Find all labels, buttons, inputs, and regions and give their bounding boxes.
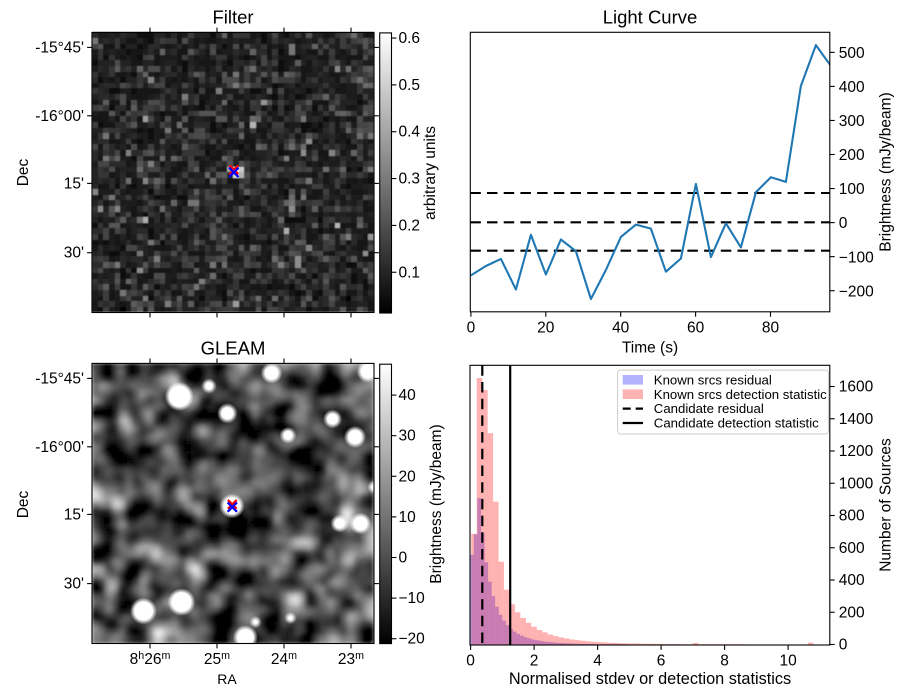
svg-text:1200: 1200 <box>839 443 874 460</box>
svg-text:800: 800 <box>839 508 865 525</box>
svg-text:4: 4 <box>593 653 602 670</box>
svg-text:6: 6 <box>657 653 666 670</box>
svg-text:−10: −10 <box>399 590 426 607</box>
svg-text:−200: −200 <box>839 283 874 300</box>
svg-text:10: 10 <box>779 653 797 670</box>
svg-text:500: 500 <box>839 45 865 62</box>
svg-text:-16°00': -16°00' <box>35 108 84 125</box>
svg-text:Brightness (mJy/beam): Brightness (mJy/beam) <box>878 92 895 251</box>
svg-text:2: 2 <box>530 653 539 670</box>
svg-text:Normalised stdev or detection: Normalised stdev or detection statistics <box>509 670 791 688</box>
svg-text:GLEAM: GLEAM <box>201 338 266 359</box>
svg-text:0.1: 0.1 <box>399 264 421 281</box>
svg-text:300: 300 <box>839 113 865 130</box>
svg-text:15': 15' <box>64 175 84 192</box>
svg-text:-15°45': -15°45' <box>35 39 84 56</box>
svg-text:Light Curve: Light Curve <box>603 7 698 28</box>
svg-text:Number of Sources: Number of Sources <box>878 438 895 572</box>
svg-text:200: 200 <box>839 604 865 621</box>
svg-text:Known srcs detection statistic: Known srcs detection statistic <box>654 387 827 402</box>
svg-text:0.4: 0.4 <box>399 124 421 141</box>
svg-text:Brightness (mJy/beam): Brightness (mJy/beam) <box>428 424 445 583</box>
svg-text:20: 20 <box>537 320 555 337</box>
svg-text:0: 0 <box>467 320 476 337</box>
svg-text:-15°45': -15°45' <box>35 370 84 387</box>
svg-text:200: 200 <box>839 147 865 164</box>
svg-text:arbitrary units: arbitrary units <box>422 126 439 220</box>
svg-text:30': 30' <box>64 245 84 262</box>
svg-text:15': 15' <box>64 506 84 523</box>
svg-text:40: 40 <box>399 387 417 404</box>
svg-text:80: 80 <box>762 320 780 337</box>
svg-text:1000: 1000 <box>839 475 874 492</box>
svg-text:100: 100 <box>839 181 865 198</box>
svg-text:0.6: 0.6 <box>399 30 421 47</box>
svg-text:0: 0 <box>466 653 475 670</box>
svg-text:40: 40 <box>612 320 630 337</box>
svg-text:-16°00': -16°00' <box>35 439 84 456</box>
svg-text:Time (s): Time (s) <box>622 340 678 357</box>
svg-text:20: 20 <box>399 468 417 485</box>
svg-text:0: 0 <box>839 637 848 654</box>
svg-text:1600: 1600 <box>839 379 874 396</box>
svg-text:600: 600 <box>839 540 865 557</box>
svg-text:0: 0 <box>399 550 408 567</box>
svg-text:−100: −100 <box>839 249 874 266</box>
svg-text:400: 400 <box>839 572 865 589</box>
svg-text:Candidate detection statistic: Candidate detection statistic <box>654 416 819 431</box>
svg-text:0.2: 0.2 <box>399 217 421 234</box>
svg-text:1400: 1400 <box>839 411 874 428</box>
svg-text:10: 10 <box>399 509 417 526</box>
svg-text:Known srcs residual: Known srcs residual <box>654 372 772 387</box>
svg-text:400: 400 <box>839 79 865 96</box>
svg-text:−20: −20 <box>399 631 426 648</box>
svg-text:30': 30' <box>64 576 84 593</box>
svg-text:Dec: Dec <box>15 158 32 186</box>
svg-text:0.3: 0.3 <box>399 171 421 188</box>
svg-text:Filter: Filter <box>212 7 253 28</box>
svg-text:60: 60 <box>687 320 705 337</box>
svg-text:Candidate residual: Candidate residual <box>654 401 764 416</box>
svg-text:0: 0 <box>839 215 848 232</box>
svg-text:0.5: 0.5 <box>399 77 421 94</box>
svg-text:8: 8 <box>720 653 729 670</box>
svg-text:RA: RA <box>217 671 237 687</box>
svg-text:30: 30 <box>399 428 417 445</box>
svg-text:Dec: Dec <box>15 490 32 518</box>
